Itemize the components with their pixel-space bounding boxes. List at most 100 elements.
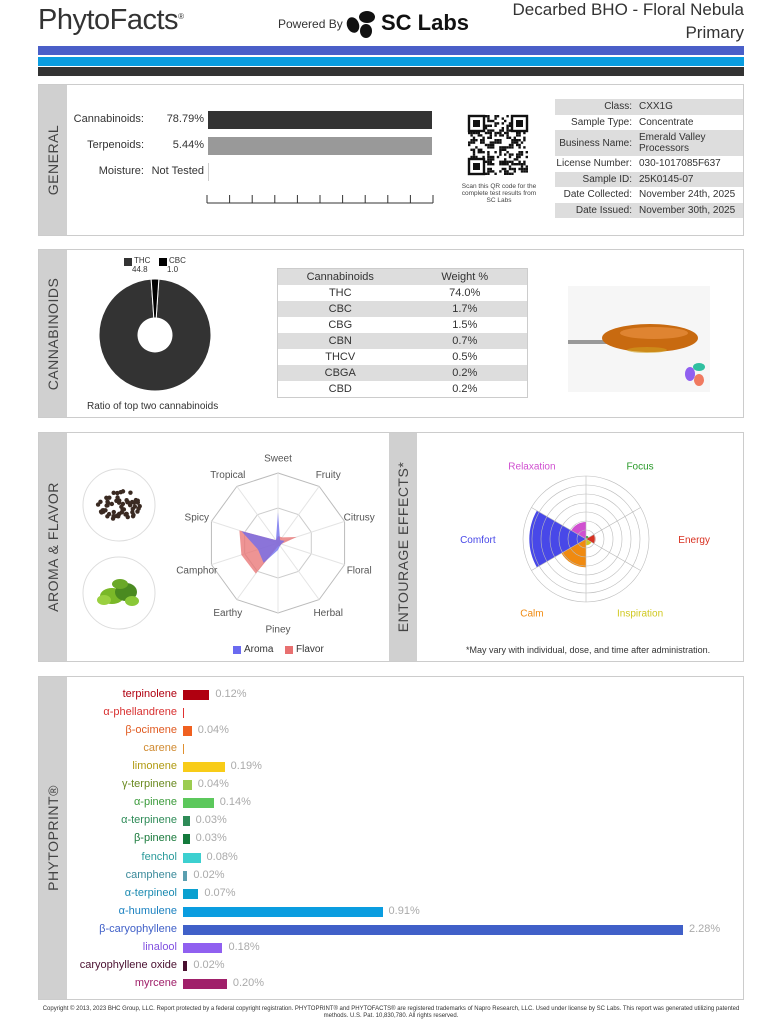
- info-value: 030-1017085F637: [639, 158, 721, 170]
- terpene-label: α-terpineol: [124, 886, 177, 899]
- info-row: Sample ID: 25K0145-07: [555, 171, 743, 187]
- terpene-label: β-caryophyllene: [99, 922, 177, 935]
- table-row: THCV 0.5%: [278, 349, 527, 365]
- legend-label: Aroma: [244, 644, 274, 655]
- terpene-value: 0.91%: [388, 904, 420, 917]
- weight-cell: 0.7%: [452, 335, 478, 347]
- column-header: Weight %: [441, 271, 489, 283]
- terpene-value: 0.02%: [193, 958, 225, 971]
- legend-value: 44.8: [132, 265, 148, 274]
- table-row: CBG 1.5%: [278, 317, 527, 333]
- terpene-label: α-humulene: [118, 904, 177, 917]
- terpene-label: β-ocimene: [125, 724, 177, 737]
- info-value: Emerald Valley Processors: [639, 132, 706, 154]
- terpene-bar: [183, 744, 184, 755]
- cannabinoids-sidebar: CANNABINOIDS: [39, 250, 67, 417]
- terpene-bar: [183, 978, 227, 989]
- entourage-polar-chart: Focus Energy Inspiration Calm Comfort Relaxat…: [460, 461, 710, 620]
- terpene-bar: [183, 960, 188, 971]
- copyright-footer: Copyright © 2013, 2023 BHC Group, LLC. R…: [42, 1006, 740, 1019]
- donut-caption: Ratio of top two cannabinoids: [87, 401, 219, 412]
- terpene-bar: [183, 906, 383, 917]
- radar-spoke: [277, 486, 320, 544]
- terpene-label: fenchol: [141, 850, 177, 863]
- brand-name: PhytoFacts: [38, 4, 179, 36]
- metric-label: Moisture:: [98, 165, 144, 177]
- sc-labs-wordmark: SC Labs: [381, 10, 470, 35]
- table-row: CBN 0.7%: [278, 333, 527, 349]
- polar-sector-energy: [586, 534, 596, 544]
- radar-axis-label: Floral: [347, 565, 372, 576]
- cannabinoid-cell: THC: [328, 287, 352, 299]
- terpene-value: 0.19%: [230, 760, 262, 773]
- terpene-bar: [183, 762, 225, 773]
- radar-axis-label: Spicy: [185, 513, 209, 524]
- terpene-bar: [183, 798, 214, 809]
- radar-axis-label: Earthy: [213, 608, 242, 619]
- terpene-bar: [183, 852, 201, 863]
- phytoprint-sidebar: PHYTOPRINT®: [39, 677, 67, 999]
- general-sidebar: GENERAL: [39, 85, 67, 235]
- cannabinoid-cell: CBN: [328, 335, 352, 347]
- legend-swatch: [233, 646, 241, 654]
- weight-cell: 0.2%: [452, 383, 478, 395]
- aroma-sidebar: AROMA & FLAVOR: [39, 433, 67, 661]
- terpene-value: 0.18%: [228, 940, 260, 953]
- terpene-label: carene: [143, 742, 177, 755]
- polar-sector-relaxation: [571, 521, 586, 539]
- product-subtitle: Primary: [685, 23, 744, 42]
- general-axis: [206, 195, 434, 204]
- column-header: Cannabinoids: [306, 271, 374, 283]
- aroma-flavor-radar-chart: Sweet Fruity Citrusy Floral Herbal Piney Earth…: [176, 454, 375, 636]
- weight-cell: 0.5%: [452, 351, 478, 363]
- table-row: CBD 0.2%: [278, 381, 527, 397]
- aroma-flavor-section: AROMA & FLAVOR ENTOURAGE EFFECTS*: [38, 432, 744, 662]
- terpene-label: caryophyllene oxide: [79, 958, 177, 971]
- radar-axis-label: Citrusy: [344, 513, 375, 524]
- legend-label: Flavor: [296, 644, 324, 655]
- legend-swatch: [159, 258, 167, 266]
- effect-label: Calm: [520, 609, 543, 620]
- terpene-label: α-pinene: [133, 796, 177, 809]
- product-name: Decarbed BHO - Floral Nebula: [512, 0, 744, 19]
- info-key: Business Name:: [559, 137, 632, 149]
- qr-caption: Scan this QR code for the complete test …: [461, 183, 537, 204]
- terpene-value: 0.03%: [195, 832, 227, 845]
- metric-value: 78.79%: [166, 113, 204, 125]
- concentrate-spoon-image: [568, 286, 710, 392]
- metric-label: Terpenoids:: [87, 139, 144, 151]
- terpene-bar: [183, 888, 199, 899]
- info-key: License Number:: [556, 158, 632, 170]
- radar-axis-label: Fruity: [316, 470, 341, 481]
- radar-axis-label: Piney: [265, 624, 290, 635]
- terpene-label: linalool: [142, 940, 177, 953]
- legend-name: CBC: [169, 256, 186, 265]
- terpene-label: terpinolene: [122, 688, 177, 700]
- cannabinoid-table: Cannabinoids Weight % THC 74.0% CBC 1.7% CBG 1.…: [277, 268, 528, 398]
- info-value: November 24th, 2025: [639, 189, 736, 201]
- entourage-footnote: *May vary with individual, dose, and tim…: [466, 645, 711, 655]
- qr-code-icon[interactable]: [467, 114, 529, 176]
- table-row: THC 74.0%: [278, 285, 527, 301]
- powered-by-label: Powered By: [278, 17, 343, 31]
- polar-spoke: [531, 507, 641, 571]
- terpene-bar: [183, 690, 210, 700]
- terpene-bar: [183, 834, 190, 845]
- info-value: November 30th, 2025: [639, 204, 736, 216]
- table-row: CBC 1.7%: [278, 301, 527, 317]
- info-row: Date Issued: November 30th, 2025: [555, 202, 743, 218]
- sc-labs-logo-icon: [346, 11, 375, 38]
- terpene-label: myrcene: [134, 976, 177, 989]
- terpene-value: 0.20%: [232, 976, 265, 989]
- radar-spoke: [277, 542, 345, 566]
- radar-spoke: [236, 486, 279, 544]
- legend-name: THC: [134, 256, 151, 265]
- info-value: 25K0145-07: [639, 173, 694, 185]
- section-label: CANNABINOIDS: [45, 277, 61, 390]
- effect-label: Energy: [678, 535, 710, 546]
- metric-label: Cannabinoids:: [73, 113, 144, 125]
- effect-label: Relaxation: [508, 461, 555, 472]
- legend-value: 1.0: [167, 265, 179, 274]
- metric-value: 5.44%: [172, 139, 204, 151]
- polar-sector-comfort: [529, 510, 586, 568]
